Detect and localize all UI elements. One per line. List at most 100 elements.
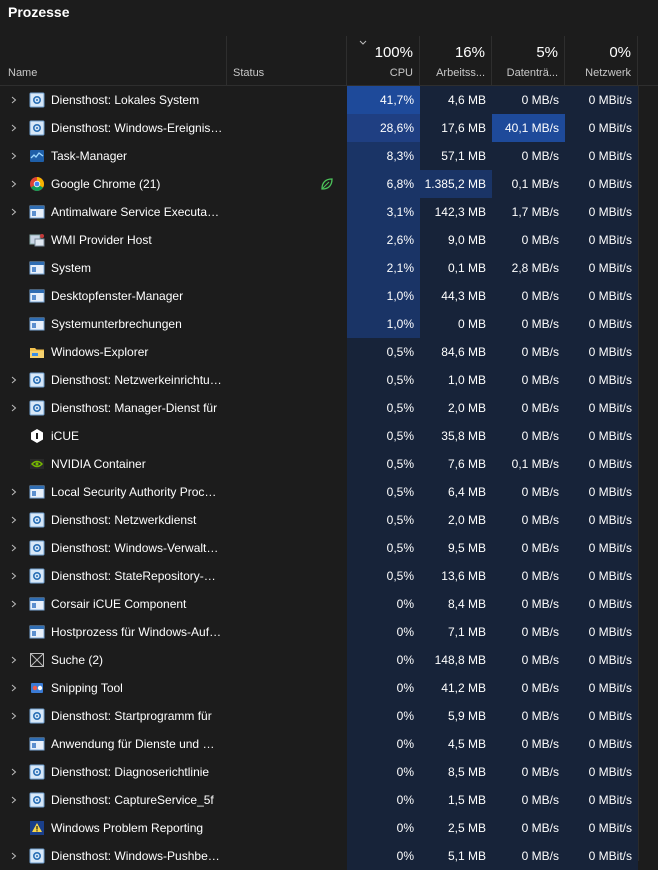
process-name: Corsair iCUE Component [51,597,187,611]
process-row[interactable]: iCUE 0,5% 35,8 MB 0 MB/s 0 MBit/s [0,422,658,450]
process-row[interactable]: Snipping Tool 0% 41,2 MB 0 MB/s 0 MBit/s [0,674,658,702]
process-row[interactable]: System 2,1% 0,1 MB 2,8 MB/s 0 MBit/s [0,254,658,282]
service-gear-icon [29,120,45,136]
memory-cell: 84,6 MB [420,338,492,366]
column-memory-label: Arbeitss... [436,67,485,79]
disk-cell: 0 MB/s [492,394,565,422]
chevron-right-icon[interactable] [10,152,18,160]
network-cell: 0 MBit/s [565,674,638,702]
column-cpu[interactable]: 100% CPU [347,36,420,86]
process-name: Diensthost: CaptureService_5f [51,793,214,807]
process-row[interactable]: WMI Provider Host 2,6% 9,0 MB 0 MB/s 0 MBit/… [0,226,658,254]
memory-cell: 57,1 MB [420,142,492,170]
process-row[interactable]: Diensthost: Windows-Ereignisprotokoll 28,… [0,114,658,142]
cpu-cell: 0,5% [347,450,420,478]
process-status-cell [227,394,347,422]
process-status-cell [227,786,347,814]
network-cell: 0 MBit/s [565,422,638,450]
cpu-cell: 0,5% [347,478,420,506]
process-row[interactable]: Diensthost: Netzwerkdienst 0,5% 2,0 MB 0 MB… [0,506,658,534]
chevron-right-icon[interactable] [10,544,18,552]
chevron-right-icon[interactable] [10,404,18,412]
column-name[interactable]: Name [0,36,227,86]
process-row[interactable]: Task-Manager 8,3% 57,1 MB 0 MB/s 0 MBit/s [0,142,658,170]
process-status-cell [227,338,347,366]
chevron-right-icon[interactable] [10,124,18,132]
process-row[interactable]: Diensthost: Manager-Dienst für 0,5% 2,0 MB… [0,394,658,422]
process-name-cell: Snipping Tool [0,674,227,702]
process-row[interactable]: Antimalware Service Executable 3,1% 142,3 … [0,198,658,226]
cpu-cell: 0,5% [347,506,420,534]
disk-cell: 0 MB/s [492,758,565,786]
process-row[interactable]: Diensthost: Diagnoserichtlinie 0% 8,5 MB 0 … [0,758,658,786]
disk-cell: 0 MB/s [492,730,565,758]
memory-cell: 9,5 MB [420,534,492,562]
process-row[interactable]: Google Chrome (21) 6,8% 1.385,2 MB 0,1 MB/s… [0,170,658,198]
disk-cell: 0 MB/s [492,590,565,618]
cpu-cell: 1,0% [347,310,420,338]
wmi-icon [29,234,45,247]
network-cell: 0 MBit/s [565,114,638,142]
network-cell: 0 MBit/s [565,534,638,562]
cpu-cell: 8,3% [347,142,420,170]
chevron-right-icon[interactable] [10,208,18,216]
network-cell: 0 MBit/s [565,170,638,198]
chevron-right-icon[interactable] [10,376,18,384]
column-network[interactable]: 0% Netzwerk [565,36,638,86]
process-row[interactable]: Hostprozess für Windows-Aufgaben 0%7,1 MB… [0,618,658,646]
chevron-right-icon[interactable] [10,712,18,720]
chevron-right-icon[interactable] [10,656,18,664]
process-row[interactable]: Diensthost: Lokales System 41,7% 4,6 MB 0 M… [0,86,658,114]
chevron-right-icon[interactable] [10,488,18,496]
process-row[interactable]: Diensthost: Startprogramm für 0% 5,9 MB 0 M… [0,702,658,730]
chevron-right-icon[interactable] [10,796,18,804]
process-row[interactable]: Diensthost: Netzwerkeinrichtungsdienst 0,… [0,366,658,394]
process-row[interactable]: Windows-Explorer 0,5% 84,6 MB 0 MB/s 0 MBit/… [0,338,658,366]
memory-cell: 148,8 MB [420,646,492,674]
column-disk[interactable]: 5% Datenträ... [492,36,565,86]
chevron-right-icon[interactable] [10,684,18,692]
chevron-right-icon[interactable] [10,96,18,104]
app-window-icon [29,597,45,611]
disk-cell: 0 MB/s [492,310,565,338]
network-total-pct: 0% [609,44,631,61]
process-row[interactable]: Corsair iCUE Component 0% 8,4 MB 0 MB/s 0 MB… [0,590,658,618]
network-cell: 0 MBit/s [565,758,638,786]
process-name-cell: Anwendung für Dienste und Controller [0,730,227,758]
process-name: Diensthost: Windows-Pushbenachrichtigung… [51,849,223,863]
column-status[interactable]: Status [227,36,347,86]
memory-cell: 8,4 MB [420,590,492,618]
chevron-right-icon[interactable] [10,572,18,580]
process-row[interactable]: Local Security Authority Process 0,5% 6,4 … [0,478,658,506]
chevron-right-icon[interactable] [10,852,18,860]
chevron-right-icon[interactable] [10,600,18,608]
process-name-cell: Diensthost: Startprogramm für [0,702,227,730]
column-memory[interactable]: 16% Arbeitss... [420,36,492,86]
memory-cell: 8,5 MB [420,758,492,786]
process-row[interactable]: Diensthost: Windows-Pushbenachrichtigung… [0,842,658,870]
disk-cell: 0 MB/s [492,562,565,590]
process-row[interactable]: Windows Problem Reporting 0% 2,5 MB 0 MB/s 0… [0,814,658,842]
cpu-cell: 0% [347,590,420,618]
cpu-cell: 0,5% [347,338,420,366]
process-name-cell: Desktopfenster-Manager [0,282,227,310]
process-row[interactable]: Diensthost: CaptureService_5f 0% 1,5 MB 0 M… [0,786,658,814]
process-status-cell [227,814,347,842]
process-row[interactable]: Systemunterbrechungen 1,0% 0 MB 0 MB/s 0 MBi… [0,310,658,338]
cpu-cell: 0% [347,758,420,786]
chevron-right-icon[interactable] [10,180,18,188]
process-status-cell [227,534,347,562]
chevron-right-icon[interactable] [10,516,18,524]
process-row[interactable]: NVIDIA Container 0,5% 7,6 MB 0,1 MB/s 0 MBit… [0,450,658,478]
process-row[interactable]: Diensthost: StateRepository-Dienst 0,5% 13… [0,562,658,590]
process-row[interactable]: Anwendung für Dienste und Controller 0%4,… [0,730,658,758]
cpu-cell: 3,1% [347,198,420,226]
memory-cell: 7,1 MB [420,618,492,646]
process-row[interactable]: Diensthost: Windows-Verwaltung 0,5% 9,5 MB… [0,534,658,562]
chevron-right-icon[interactable] [10,768,18,776]
process-row[interactable]: Desktopfenster-Manager 1,0% 44,3 MB 0 MB/s 0… [0,282,658,310]
process-status-cell [227,226,347,254]
process-name: Diensthost: Lokales System [51,93,200,107]
memory-cell: 9,0 MB [420,226,492,254]
process-row[interactable]: Suche (2) 0% 148,8 MB 0 MB/s 0 MBit/s [0,646,658,674]
